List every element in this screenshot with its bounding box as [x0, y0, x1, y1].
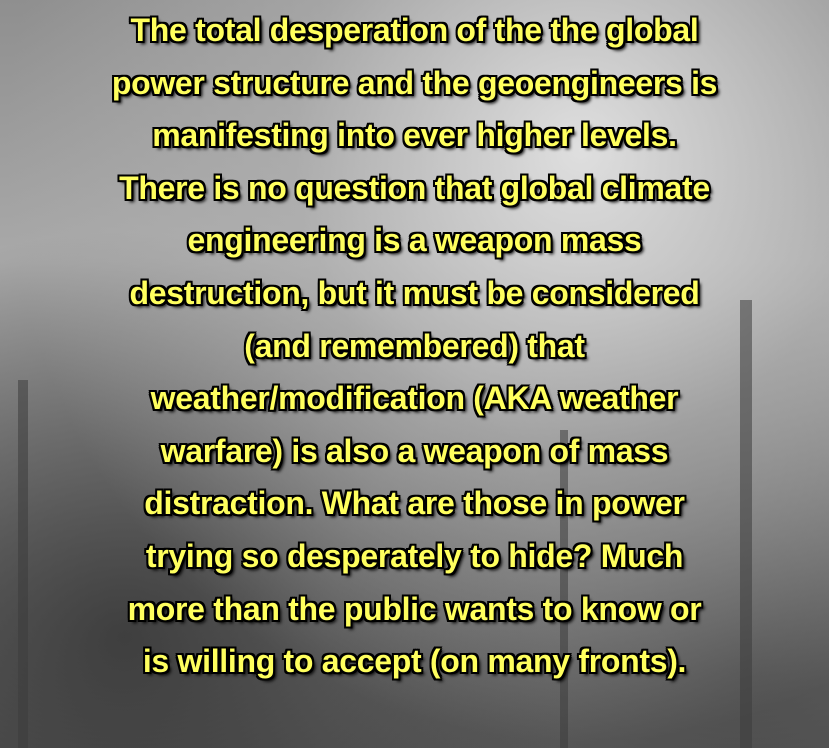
quote-line: more than the public wants to know or: [128, 583, 702, 636]
quote-line: There is no question that global climate: [119, 162, 710, 215]
quote-line: trying so desperately to hide? Much: [146, 530, 683, 583]
quote-line: power structure and the geoengineers is: [112, 57, 717, 110]
quote-line: (and remembered) that: [244, 320, 584, 373]
quote-line: The total desperation of the the global: [131, 4, 699, 57]
quote-line: manifesting into ever higher levels.: [152, 109, 676, 162]
meme-image: The total desperation of the the globalp…: [0, 0, 829, 748]
quote-line: is willing to accept (on many fronts).: [143, 635, 686, 688]
quote-line: destruction, but it must be considered: [130, 267, 700, 320]
quote-line: engineering is a weapon mass: [188, 214, 642, 267]
quote-line: weather/modification (AKA weather: [151, 372, 679, 425]
quote-line: warfare) is also a weapon of mass: [161, 425, 669, 478]
quote-line: distraction. What are those in power: [144, 477, 684, 530]
